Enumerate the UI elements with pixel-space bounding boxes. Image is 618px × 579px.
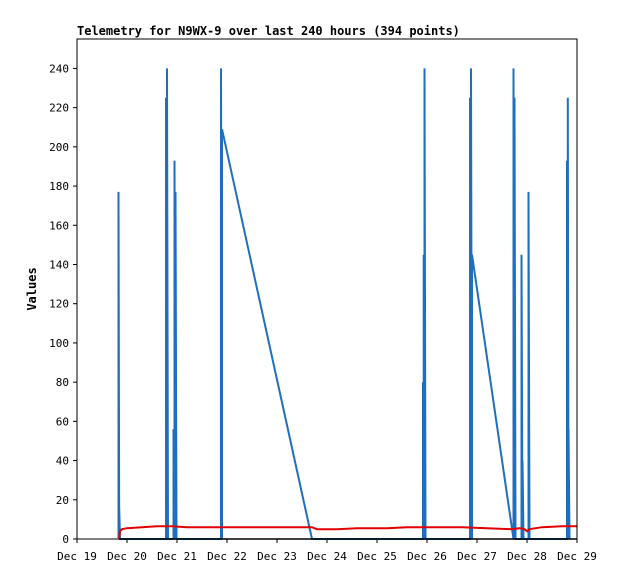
y-tick-label: 240 <box>49 62 69 75</box>
y-tick-label: 200 <box>49 141 69 154</box>
x-tick-label: Dec 20 <box>107 550 147 563</box>
x-tick-label: Dec 24 <box>307 550 347 563</box>
x-tick-label: Dec 19 <box>57 550 97 563</box>
x-tick-label: Dec 22 <box>207 550 247 563</box>
x-tick-label: Dec 28 <box>507 550 547 563</box>
y-tick-label: 140 <box>49 258 69 271</box>
x-tick-label: Dec 26 <box>407 550 447 563</box>
y-tick-label: 160 <box>49 219 69 232</box>
y-tick-label: 120 <box>49 298 69 311</box>
x-tick-label: Dec 29 <box>557 550 597 563</box>
x-tick-label: Dec 27 <box>457 550 497 563</box>
y-tick-label: 100 <box>49 337 69 350</box>
plot-area-frame <box>76 38 578 540</box>
y-tick-label: 220 <box>49 102 69 115</box>
y-tick-label: 60 <box>56 415 69 428</box>
x-tick-label: Dec 21 <box>157 550 197 563</box>
y-axis: 0 20 40 60 80 100 120 140 160 180 200 220 240 <box>49 62 77 546</box>
y-tick-label: 80 <box>56 376 69 389</box>
chart-title: Telemetry for N9WX-9 over last 240 hours… <box>77 24 460 38</box>
series-layer <box>117 68 577 540</box>
y-axis-label: Values <box>25 267 39 310</box>
y-tick-label: 180 <box>49 180 69 193</box>
x-tick-label: Dec 23 <box>257 550 297 563</box>
x-axis: Dec 19 Dec 20 Dec 21 Dec 22 Dec 23 Dec 24 Dec … <box>57 539 597 563</box>
y-tick-label: 40 <box>56 455 69 468</box>
series-line-line <box>118 525 577 540</box>
y-tick-label: 0 <box>62 533 69 546</box>
x-tick-label: Dec 25 <box>357 550 397 563</box>
y-tick-label: 20 <box>56 494 69 507</box>
